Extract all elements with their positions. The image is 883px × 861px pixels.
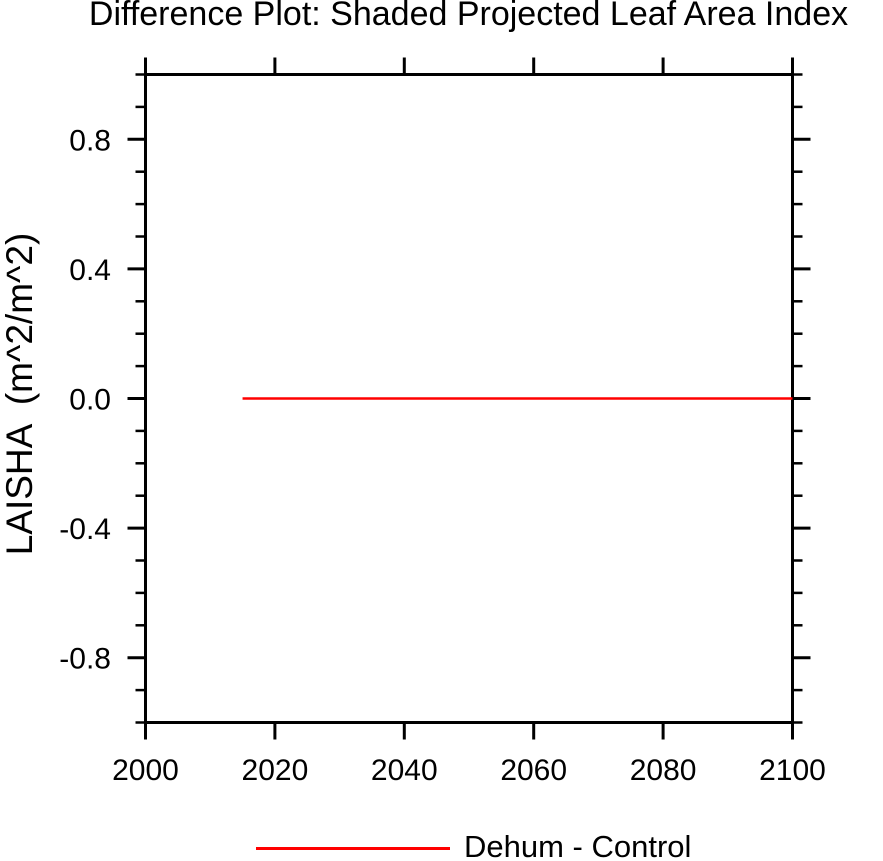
- x-tick-label: 2000: [112, 754, 179, 787]
- legend-label: Dehum - Control: [464, 829, 692, 861]
- x-tick-label: 2040: [371, 754, 438, 787]
- x-tick-label: 2020: [242, 754, 309, 787]
- legend-line-sample: [256, 847, 450, 850]
- legend: Dehum - Control: [0, 820, 883, 861]
- y-tick-label: -0.8: [59, 643, 111, 676]
- x-tick-label: 2100: [759, 754, 826, 787]
- y-tick-label: 0.0: [69, 384, 111, 417]
- y-tick-label: -0.4: [59, 513, 111, 546]
- plot-area: 2000 2020 2040 2060 2080 2100 0.8 0.4 0.0 -0.4 -0.…: [59, 57, 826, 787]
- x-tick-label: 2060: [500, 754, 567, 787]
- y-tick-label: 0.8: [69, 124, 111, 157]
- chart-title: Difference Plot: Shaded Projected Leaf A…: [88, 0, 849, 33]
- y-tick-label: 0.4: [69, 254, 111, 287]
- x-tick-label: 2080: [630, 754, 697, 787]
